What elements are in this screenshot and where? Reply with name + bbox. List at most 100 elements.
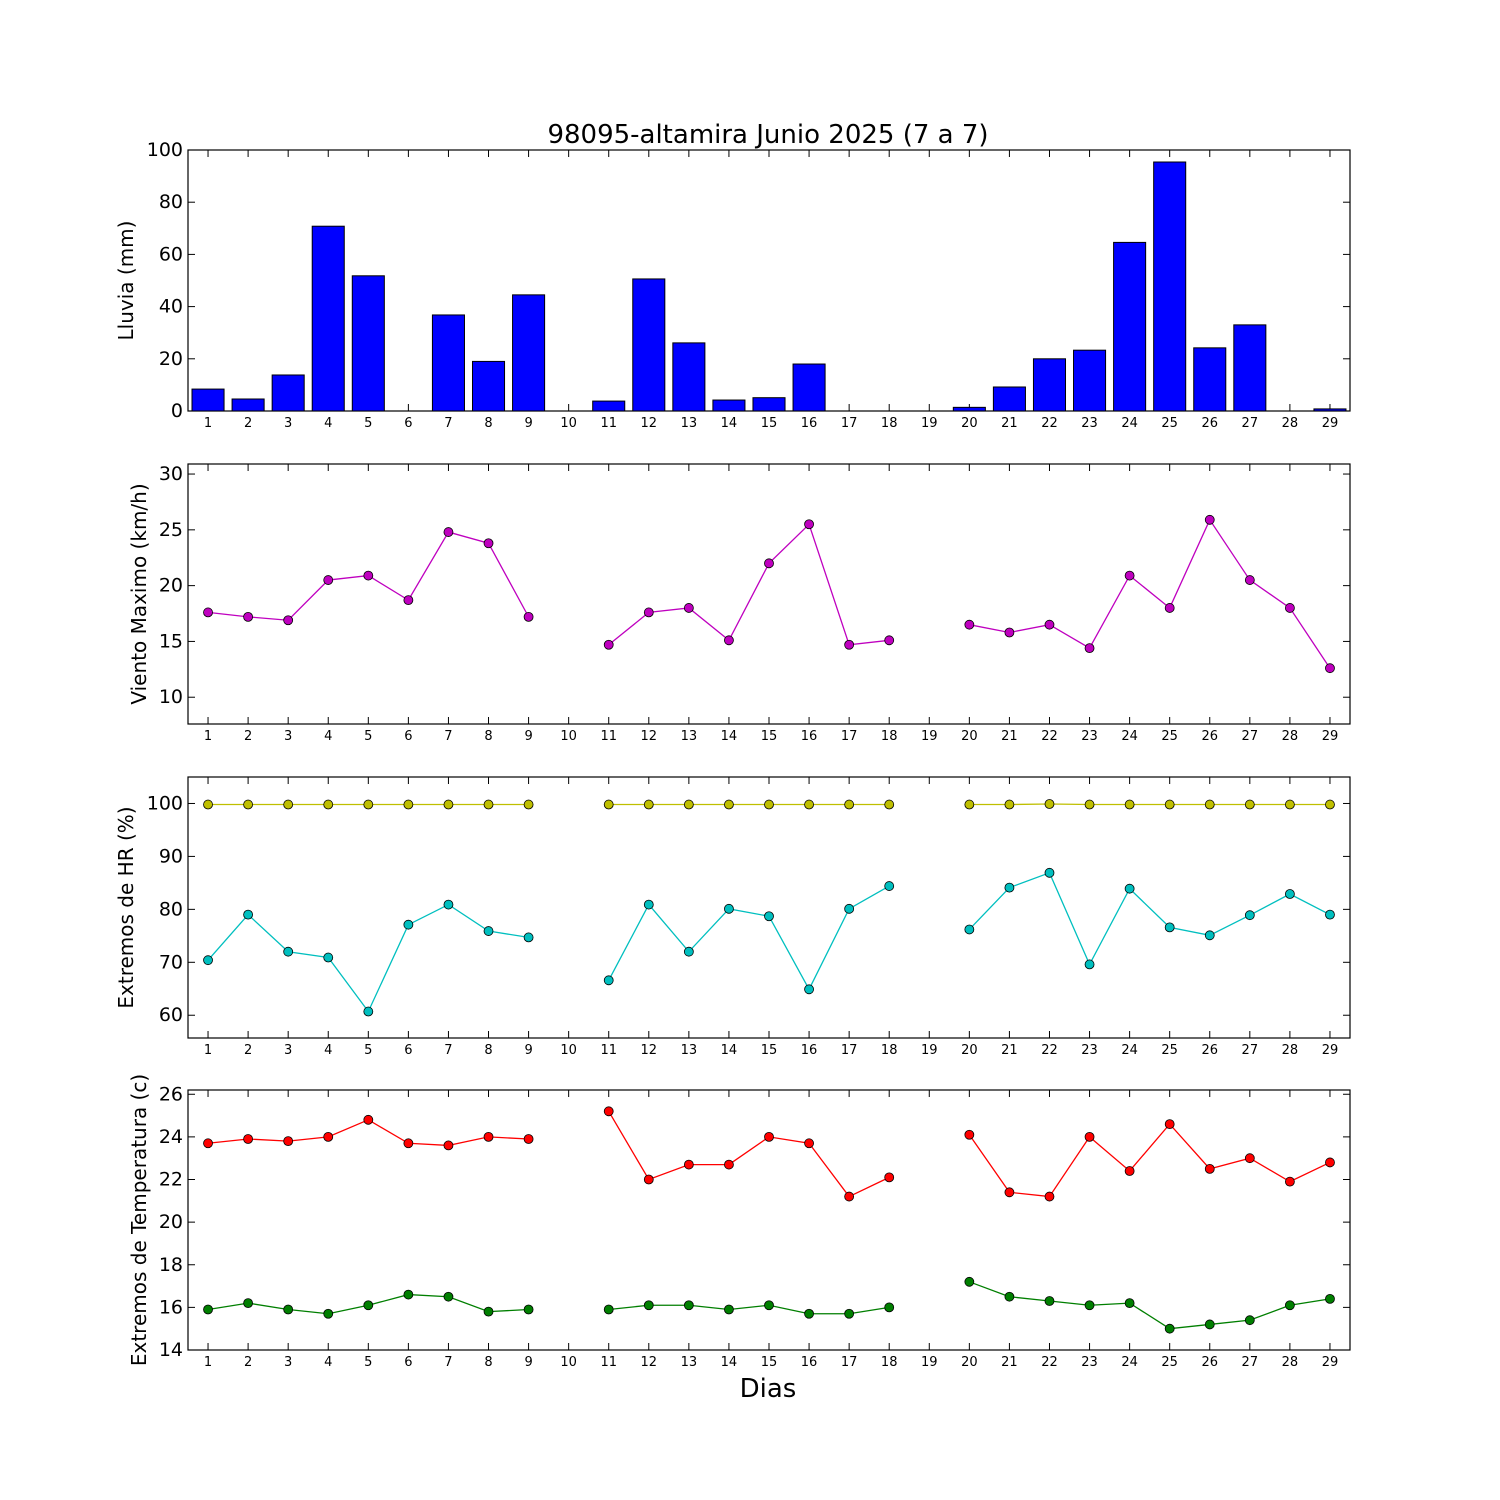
x-tick-label: 23 bbox=[1081, 729, 1098, 744]
point-day-7 bbox=[443, 527, 454, 537]
bar-day-11 bbox=[592, 400, 626, 412]
point-day-26 bbox=[1204, 799, 1215, 810]
bar-day-26 bbox=[1193, 347, 1227, 412]
x-tick-label: 9 bbox=[524, 729, 532, 744]
point-day-17 bbox=[844, 903, 855, 914]
point-day-13 bbox=[683, 603, 694, 613]
point-day-27 bbox=[1244, 799, 1255, 810]
point-day-18 bbox=[884, 635, 895, 646]
y-tick-label: 14 bbox=[159, 1339, 183, 1361]
x-tick-label: 9 bbox=[524, 1355, 532, 1370]
bar-day-14 bbox=[712, 399, 746, 412]
point-day-11 bbox=[603, 1304, 614, 1315]
x-tick-label: 8 bbox=[484, 1043, 492, 1058]
point-day-1 bbox=[203, 799, 213, 810]
point-day-6 bbox=[403, 919, 414, 930]
point-day-7 bbox=[443, 799, 454, 810]
x-tick-label: 11 bbox=[600, 729, 617, 744]
point-day-24 bbox=[1124, 1298, 1135, 1309]
x-tick-label: 11 bbox=[600, 1355, 617, 1370]
point-day-4 bbox=[323, 952, 334, 963]
point-day-1 bbox=[203, 1138, 213, 1149]
x-tick-label: 28 bbox=[1282, 1043, 1299, 1058]
x-tick-label: 24 bbox=[1121, 1043, 1138, 1058]
x-tick-label: 26 bbox=[1201, 729, 1218, 744]
point-day-20 bbox=[964, 799, 975, 810]
x-tick-label: 3 bbox=[284, 416, 292, 431]
x-tick-label: 7 bbox=[444, 1355, 452, 1370]
x-tick-label: 15 bbox=[761, 1043, 778, 1058]
point-day-6 bbox=[403, 1138, 414, 1149]
y-tick-label: 24 bbox=[159, 1126, 183, 1148]
x-tick-label: 16 bbox=[801, 1355, 818, 1370]
bar-day-8 bbox=[471, 360, 506, 412]
x-tick-label: 23 bbox=[1081, 416, 1098, 431]
point-day-13 bbox=[683, 1300, 694, 1311]
point-day-28 bbox=[1284, 603, 1295, 613]
y-tick-label: 25 bbox=[159, 519, 183, 541]
x-tick-label: 22 bbox=[1041, 1355, 1058, 1370]
x-tick-label: 5 bbox=[364, 1043, 372, 1058]
point-day-9 bbox=[523, 611, 534, 622]
x-tick-label: 27 bbox=[1242, 1355, 1259, 1370]
point-day-4 bbox=[323, 1131, 334, 1142]
series-2 bbox=[203, 1276, 1335, 1334]
point-day-12 bbox=[643, 799, 654, 810]
bar-day-23 bbox=[1073, 349, 1107, 412]
x-tick-label: 25 bbox=[1161, 729, 1178, 744]
point-day-6 bbox=[403, 799, 414, 810]
x-tick-label: 5 bbox=[364, 1355, 372, 1370]
point-day-27 bbox=[1244, 1153, 1255, 1164]
x-tick-label: 2 bbox=[244, 416, 252, 431]
point-day-14 bbox=[724, 635, 734, 646]
bar-day-16 bbox=[792, 363, 826, 412]
x-tick-label: 7 bbox=[444, 729, 452, 744]
point-day-27 bbox=[1244, 910, 1255, 921]
point-day-8 bbox=[483, 1306, 494, 1317]
y-axis-label: Viento Maximo (km/h) bbox=[127, 483, 151, 704]
bar-day-21 bbox=[992, 386, 1026, 412]
x-tick-label: 27 bbox=[1242, 1043, 1259, 1058]
point-day-15 bbox=[764, 1131, 774, 1142]
point-day-22 bbox=[1044, 799, 1055, 809]
x-tick-label: 13 bbox=[681, 416, 698, 431]
y-tick-label: 18 bbox=[159, 1254, 183, 1276]
x-tick-label: 22 bbox=[1041, 1043, 1058, 1058]
point-day-23 bbox=[1084, 799, 1095, 810]
x-tick-label: 12 bbox=[641, 1043, 658, 1058]
point-day-13 bbox=[683, 1159, 694, 1170]
point-day-24 bbox=[1124, 883, 1135, 894]
x-tick-label: 18 bbox=[881, 1355, 898, 1370]
point-day-28 bbox=[1284, 1300, 1295, 1311]
x-tick-label: 23 bbox=[1081, 1043, 1098, 1058]
y-axis-label: Extremos de Temperatura (c) bbox=[127, 1074, 151, 1366]
x-tick-label: 23 bbox=[1081, 1355, 1098, 1370]
x-tick-label: 13 bbox=[681, 729, 698, 744]
point-day-25 bbox=[1164, 922, 1175, 933]
x-tick-label: 26 bbox=[1201, 416, 1218, 431]
x-tick-label: 13 bbox=[681, 1355, 698, 1370]
x-tick-label: 29 bbox=[1322, 729, 1339, 744]
point-day-13 bbox=[683, 946, 694, 957]
point-day-26 bbox=[1204, 514, 1215, 525]
figure-title: 98095-altamira Junio 2025 (7 a 7) bbox=[547, 120, 988, 150]
y-tick-label: 60 bbox=[159, 243, 183, 265]
x-tick-label: 1 bbox=[204, 1355, 212, 1370]
point-day-16 bbox=[804, 1138, 814, 1149]
series-line bbox=[968, 1123, 1331, 1198]
point-day-12 bbox=[643, 899, 654, 910]
point-day-13 bbox=[683, 799, 694, 810]
series-line bbox=[207, 903, 529, 1013]
point-day-26 bbox=[1204, 1163, 1215, 1174]
point-day-2 bbox=[243, 909, 254, 920]
x-tick-label: 21 bbox=[1001, 1043, 1018, 1058]
x-tick-label: 26 bbox=[1201, 1043, 1218, 1058]
x-tick-label: 8 bbox=[484, 416, 492, 431]
point-day-15 bbox=[764, 1300, 774, 1311]
point-day-11 bbox=[603, 1106, 614, 1117]
x-tick-label: 28 bbox=[1282, 416, 1299, 431]
x-tick-label: 2 bbox=[244, 1355, 252, 1370]
bar-day-4 bbox=[311, 225, 345, 412]
point-day-12 bbox=[643, 1174, 654, 1185]
